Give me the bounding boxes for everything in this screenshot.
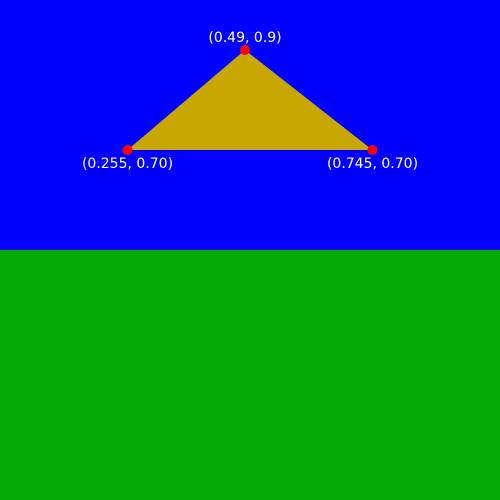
triangle — [127, 50, 373, 150]
vertex-point — [122, 145, 133, 155]
ground — [0, 250, 500, 500]
vertex-label: (0.255, 0.70) — [82, 156, 173, 172]
vertex-label: (0.745, 0.70) — [327, 156, 418, 172]
vertex-point — [240, 45, 250, 55]
vertex-label: (0.49, 0.9) — [208, 30, 281, 46]
vertex-point — [367, 145, 378, 155]
